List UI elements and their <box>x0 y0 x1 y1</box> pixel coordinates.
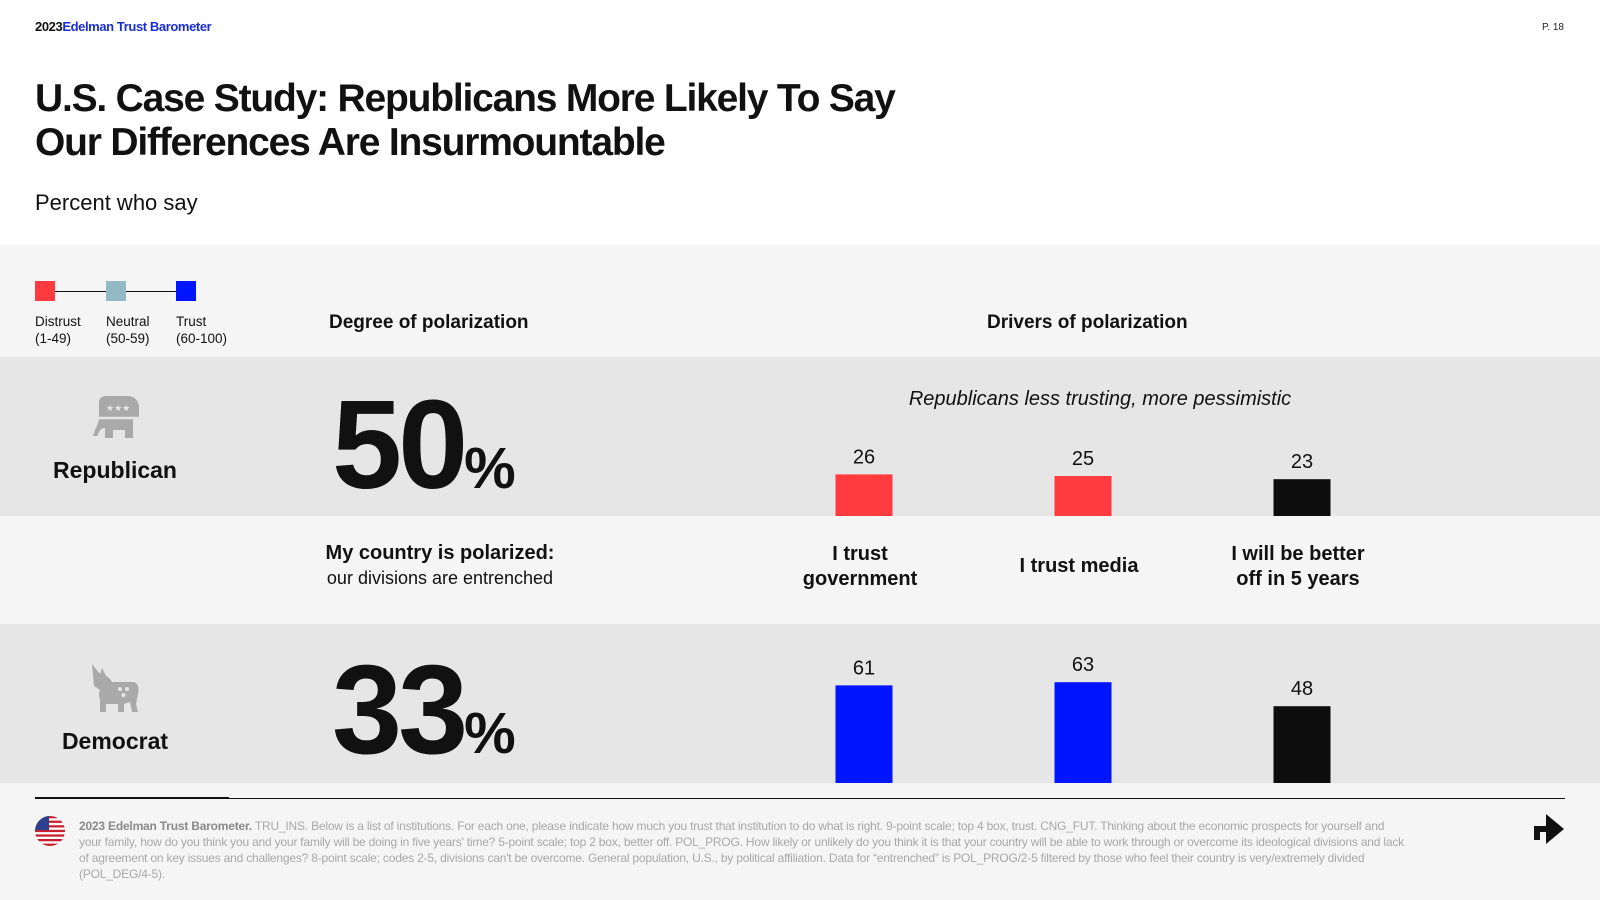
bar-democrat-3 <box>1273 706 1331 783</box>
bar-republican-2 <box>1054 476 1112 516</box>
legend-band <box>0 245 1600 357</box>
svg-text:★★★: ★★★ <box>106 404 130 414</box>
bar-republican-1 <box>835 474 893 516</box>
data-label-democrat-3: 48 <box>1291 678 1313 700</box>
data-label-republican-3: 23 <box>1291 451 1313 473</box>
data-label-republican-1: 26 <box>853 446 875 468</box>
polarized-title: My country is polarized: <box>325 542 555 564</box>
footer-rule <box>35 798 1565 799</box>
degree-heading: Degree of polarization <box>329 312 529 333</box>
category-label-1: I trust government <box>803 543 918 590</box>
republican-label: Republican <box>53 457 177 483</box>
category-label-2: I trust media <box>1020 555 1140 577</box>
democrat-polarized-pct: 33% <box>332 647 516 773</box>
legend-label: Distrust <box>35 314 81 329</box>
footnote-text: TRU_INS. Below is a list of institutions… <box>79 819 1404 881</box>
pct-symbol: % <box>464 701 516 766</box>
pct-value: 50 <box>332 374 468 515</box>
source-footnote: 2023 Edelman Trust Barometer. TRU_INS. B… <box>79 818 1409 882</box>
republican-polarized-pct: 50% <box>332 382 516 508</box>
legend-range: (50-59) <box>106 331 150 346</box>
footnote-source: 2023 Edelman Trust Barometer. <box>79 819 252 833</box>
legend-swatch-distrust <box>35 281 55 301</box>
brand-logo: 2023Edelman Trust Barometer <box>35 19 212 34</box>
page-subtitle: Percent who say <box>35 190 198 215</box>
category-label-3: I will be better off in 5 years <box>1231 543 1365 590</box>
data-label-republican-2: 25 <box>1072 448 1094 470</box>
democrat-band <box>0 624 1600 783</box>
page-number: P. 18 <box>1541 22 1564 33</box>
brand-name: Edelman Trust Barometer <box>62 19 212 34</box>
polarized-label: My country is polarized: our divisions a… <box>300 541 580 591</box>
legend-label: Trust <box>176 314 207 329</box>
democrat-label: Democrat <box>61 728 169 754</box>
legend-item-neutral: Neutral (50-59) <box>106 313 150 347</box>
driver-note: Republicans less trusting, more pessimis… <box>908 388 1292 410</box>
next-arrow-icon[interactable] <box>1532 812 1566 851</box>
data-label-democrat-2: 63 <box>1072 654 1094 676</box>
bar-democrat-1 <box>835 685 893 783</box>
legend-item-trust: Trust (60-100) <box>176 313 227 347</box>
legend-swatch-neutral <box>106 281 126 301</box>
legend-label: Neutral <box>106 314 150 329</box>
pct-value: 33 <box>332 639 468 780</box>
drivers-heading: Drivers of polarization <box>987 312 1188 333</box>
bar-republican-3 <box>1273 479 1331 516</box>
polarized-sub: our divisions are entrenched <box>326 568 554 588</box>
brand-year: 2023 <box>35 19 63 34</box>
bar-democrat-2 <box>1054 682 1112 783</box>
elephant-icon: ★★★ <box>93 396 141 443</box>
legend-range: (60-100) <box>176 331 228 346</box>
pct-symbol: % <box>464 436 516 501</box>
footer-rule-accent <box>35 797 229 799</box>
us-flag-icon <box>35 816 65 846</box>
legend-range: (1-49) <box>35 331 72 346</box>
labels-band <box>0 516 1600 624</box>
page-title: U.S. Case Study: Republicans More Likely… <box>35 77 896 164</box>
legend-item-distrust: Distrust (1-49) <box>35 313 81 347</box>
data-label-democrat-1: 61 <box>853 657 875 679</box>
legend-swatch-trust <box>176 281 196 301</box>
footer-band <box>0 783 1600 900</box>
legend: Distrust (1-49) Neutral (50-59) Trust (6… <box>35 281 235 351</box>
donkey-icon <box>90 664 140 719</box>
republican-band <box>0 357 1600 516</box>
